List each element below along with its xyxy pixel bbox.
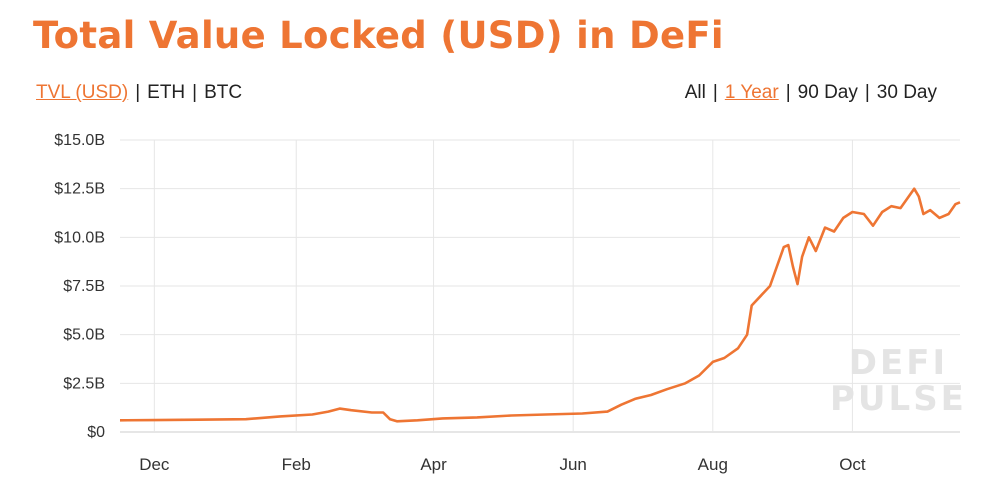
separator: | [864,82,870,103]
x-tick-label: Jun [559,455,586,474]
range-1-year[interactable]: 1 Year [724,82,779,103]
y-tick-label: $2.5B [63,375,105,392]
watermark-line-2: PULSE [830,379,967,419]
y-tick-label: $12.5B [54,181,105,198]
tab-eth[interactable]: ETH [147,82,186,103]
range-tabs: All | 1 Year | 90 Day | 30 Day [685,82,937,104]
range-90-day[interactable]: 90 Day [797,82,858,103]
x-tick-label: Aug [698,455,728,474]
separator: | [135,82,141,103]
x-tick-label: Oct [839,455,866,474]
tab-btc[interactable]: BTC [204,82,243,103]
x-tick-label: Apr [420,455,447,474]
separator: | [785,82,791,103]
tab-tvl-usd[interactable]: TVL (USD) [36,82,129,103]
watermark-line-1: DEFI [848,343,949,383]
range-30-day[interactable]: 30 Day [876,82,937,103]
y-tick-label: $15.0B [54,132,105,149]
y-tick-label: $7.5B [63,278,105,295]
tvl-series-line [119,187,961,423]
y-tick-label: $5.0B [63,327,105,344]
x-tick-label: Dec [139,455,170,474]
separator: | [712,82,718,103]
separator: | [192,82,198,103]
range-all[interactable]: All [684,82,706,103]
metric-tabs: TVL (USD) | ETH | BTC [36,82,242,104]
defi-pulse-watermark: DEFI PULSE [830,345,967,417]
y-tick-label: $10.0B [54,229,105,246]
chart-title: Total Value Locked (USD) in DeFi [33,14,724,57]
x-tick-label: Feb [282,455,311,474]
y-tick-label: $0 [87,424,105,441]
